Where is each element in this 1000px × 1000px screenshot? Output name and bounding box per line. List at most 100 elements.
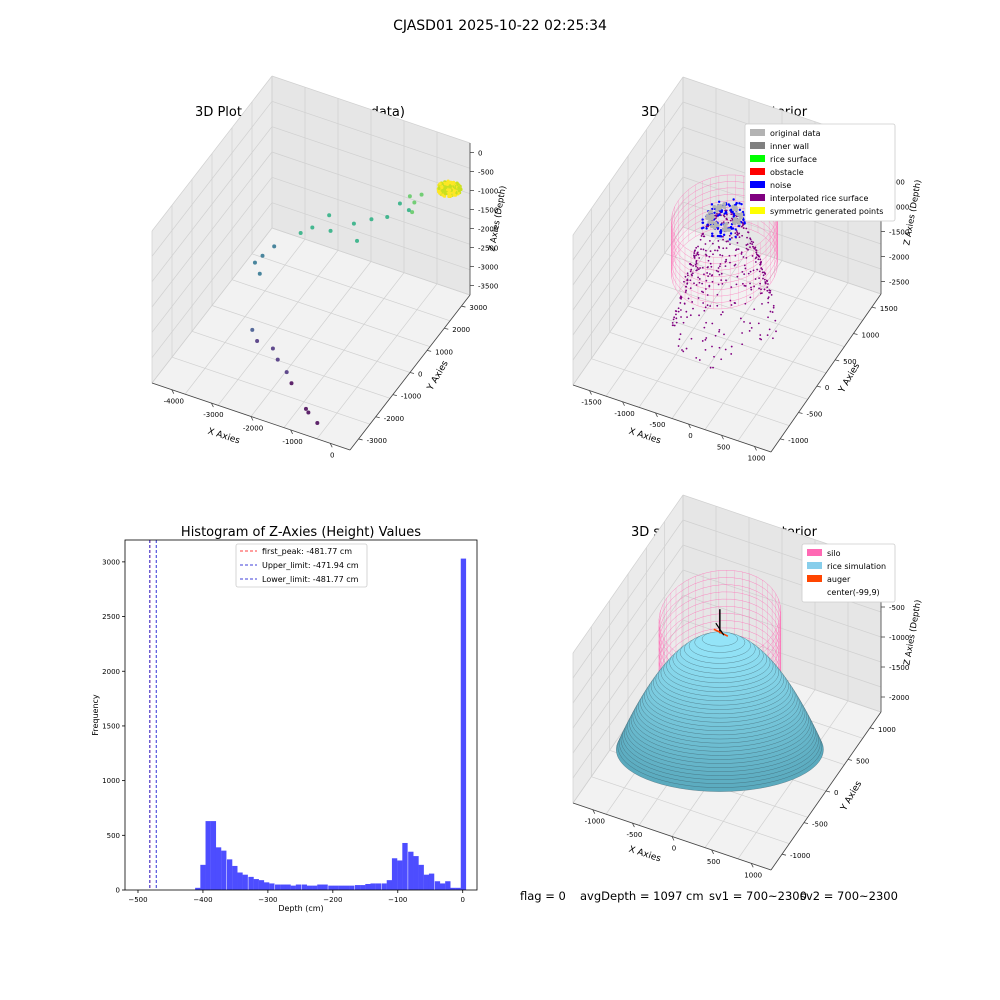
data-point [444, 192, 448, 196]
interpolated-point [685, 289, 688, 292]
interpolated-point [744, 302, 747, 305]
interpolated-point [704, 243, 707, 245]
interpolated-point [698, 278, 701, 280]
interpolated-point [719, 263, 722, 265]
y-tick-label: 1000 [878, 726, 896, 734]
interpolated-point [749, 282, 751, 285]
x-tick-label: -1500 [581, 399, 601, 407]
noise-point [740, 202, 743, 206]
interpolated-point [679, 297, 682, 299]
legend-label: symmetric generated points [770, 207, 883, 216]
grid-line [572, 101, 684, 261]
interpolated-point [685, 347, 688, 350]
interpolated-point [736, 233, 738, 236]
data-point [385, 215, 390, 220]
x-tick [671, 836, 675, 841]
data-point [351, 221, 356, 226]
interpolated-point [685, 285, 688, 288]
grid-line [271, 227, 471, 296]
interpolated-point [730, 213, 733, 216]
interpolated-point [769, 291, 772, 294]
noise-point [701, 221, 704, 224]
data-point [440, 185, 444, 190]
interpolated-point [705, 253, 707, 256]
interpolated-point [749, 296, 752, 299]
histogram-bar [258, 880, 265, 890]
data-point [310, 225, 315, 230]
interpolated-point [675, 313, 677, 316]
data-point [257, 271, 262, 276]
y-tick-label: 500 [107, 832, 120, 840]
histogram-bar [280, 884, 286, 890]
data-point [250, 327, 255, 332]
x-axis-label: X Axies [206, 427, 241, 447]
interpolated-point [717, 240, 720, 242]
data-point [255, 338, 260, 343]
histogram-bar [263, 882, 270, 890]
legend-box [801, 543, 896, 603]
interpolated-point [718, 246, 721, 249]
interpolated-point [750, 326, 753, 329]
histogram-bar [428, 873, 435, 890]
histogram-bar [423, 874, 430, 890]
z-axis-label: Z Axies (Depth) [902, 599, 923, 666]
y-tick [427, 349, 432, 352]
interpolated-point [769, 310, 772, 313]
interpolated-point [709, 240, 711, 242]
interpolated-point [762, 277, 764, 280]
grid-line [682, 226, 882, 295]
interpolated-point [749, 246, 751, 249]
interpolated-point [730, 236, 733, 239]
noise-point [701, 218, 704, 221]
interpolated-point [697, 276, 700, 279]
original-point [705, 213, 710, 218]
interpolated-point [695, 246, 698, 249]
chart-histogram: Histogram of Z-Axies (Height) Values −500… [91, 525, 478, 913]
interpolated-point [697, 297, 700, 299]
legend-box [235, 543, 368, 588]
legend-label: auger [827, 575, 851, 584]
interpolated-point [679, 333, 682, 336]
y-tick [409, 372, 415, 374]
original-point [718, 205, 723, 210]
original-point [713, 223, 718, 228]
data-point [459, 187, 463, 192]
original-point [711, 215, 715, 219]
noise-point [729, 209, 732, 212]
interpolated-point [755, 256, 758, 259]
z-tick-label: -3000 [478, 264, 498, 272]
interpolated-point [675, 321, 678, 324]
interpolated-point [737, 248, 740, 250]
interpolated-point [761, 302, 763, 305]
histogram-bar [434, 881, 441, 890]
interpolated-point [686, 272, 689, 275]
legend-label: noise [770, 181, 791, 190]
legend-swatch [750, 168, 765, 175]
y-tick-label: 1000 [102, 777, 120, 785]
x-tick-label: −400 [193, 896, 212, 904]
interpolated-point [720, 272, 723, 275]
interpolated-point [713, 355, 715, 358]
interpolated-point [752, 241, 755, 244]
y-axis-label: Y Axies [837, 361, 863, 395]
interpolated-point [758, 270, 761, 273]
interpolated-point [702, 235, 705, 238]
chart-classify: 3D classify of Silo Interior-1500-1000-5… [572, 76, 924, 462]
noise-point [713, 211, 716, 214]
y-tick [444, 327, 449, 330]
data-point [410, 210, 415, 215]
interpolated-point [728, 234, 731, 237]
noise-point [719, 230, 723, 233]
interpolated-point [734, 302, 737, 305]
interpolated-point [702, 302, 705, 304]
interpolated-point [677, 307, 680, 310]
interpolated-point [707, 266, 709, 268]
histogram-bar [210, 821, 217, 890]
interpolated-point [766, 286, 769, 288]
y-tick [392, 394, 397, 397]
interpolated-point [753, 247, 756, 250]
data-point [298, 230, 303, 235]
noise-point [729, 232, 733, 235]
original-point [713, 221, 718, 225]
interpolated-point [755, 251, 758, 254]
